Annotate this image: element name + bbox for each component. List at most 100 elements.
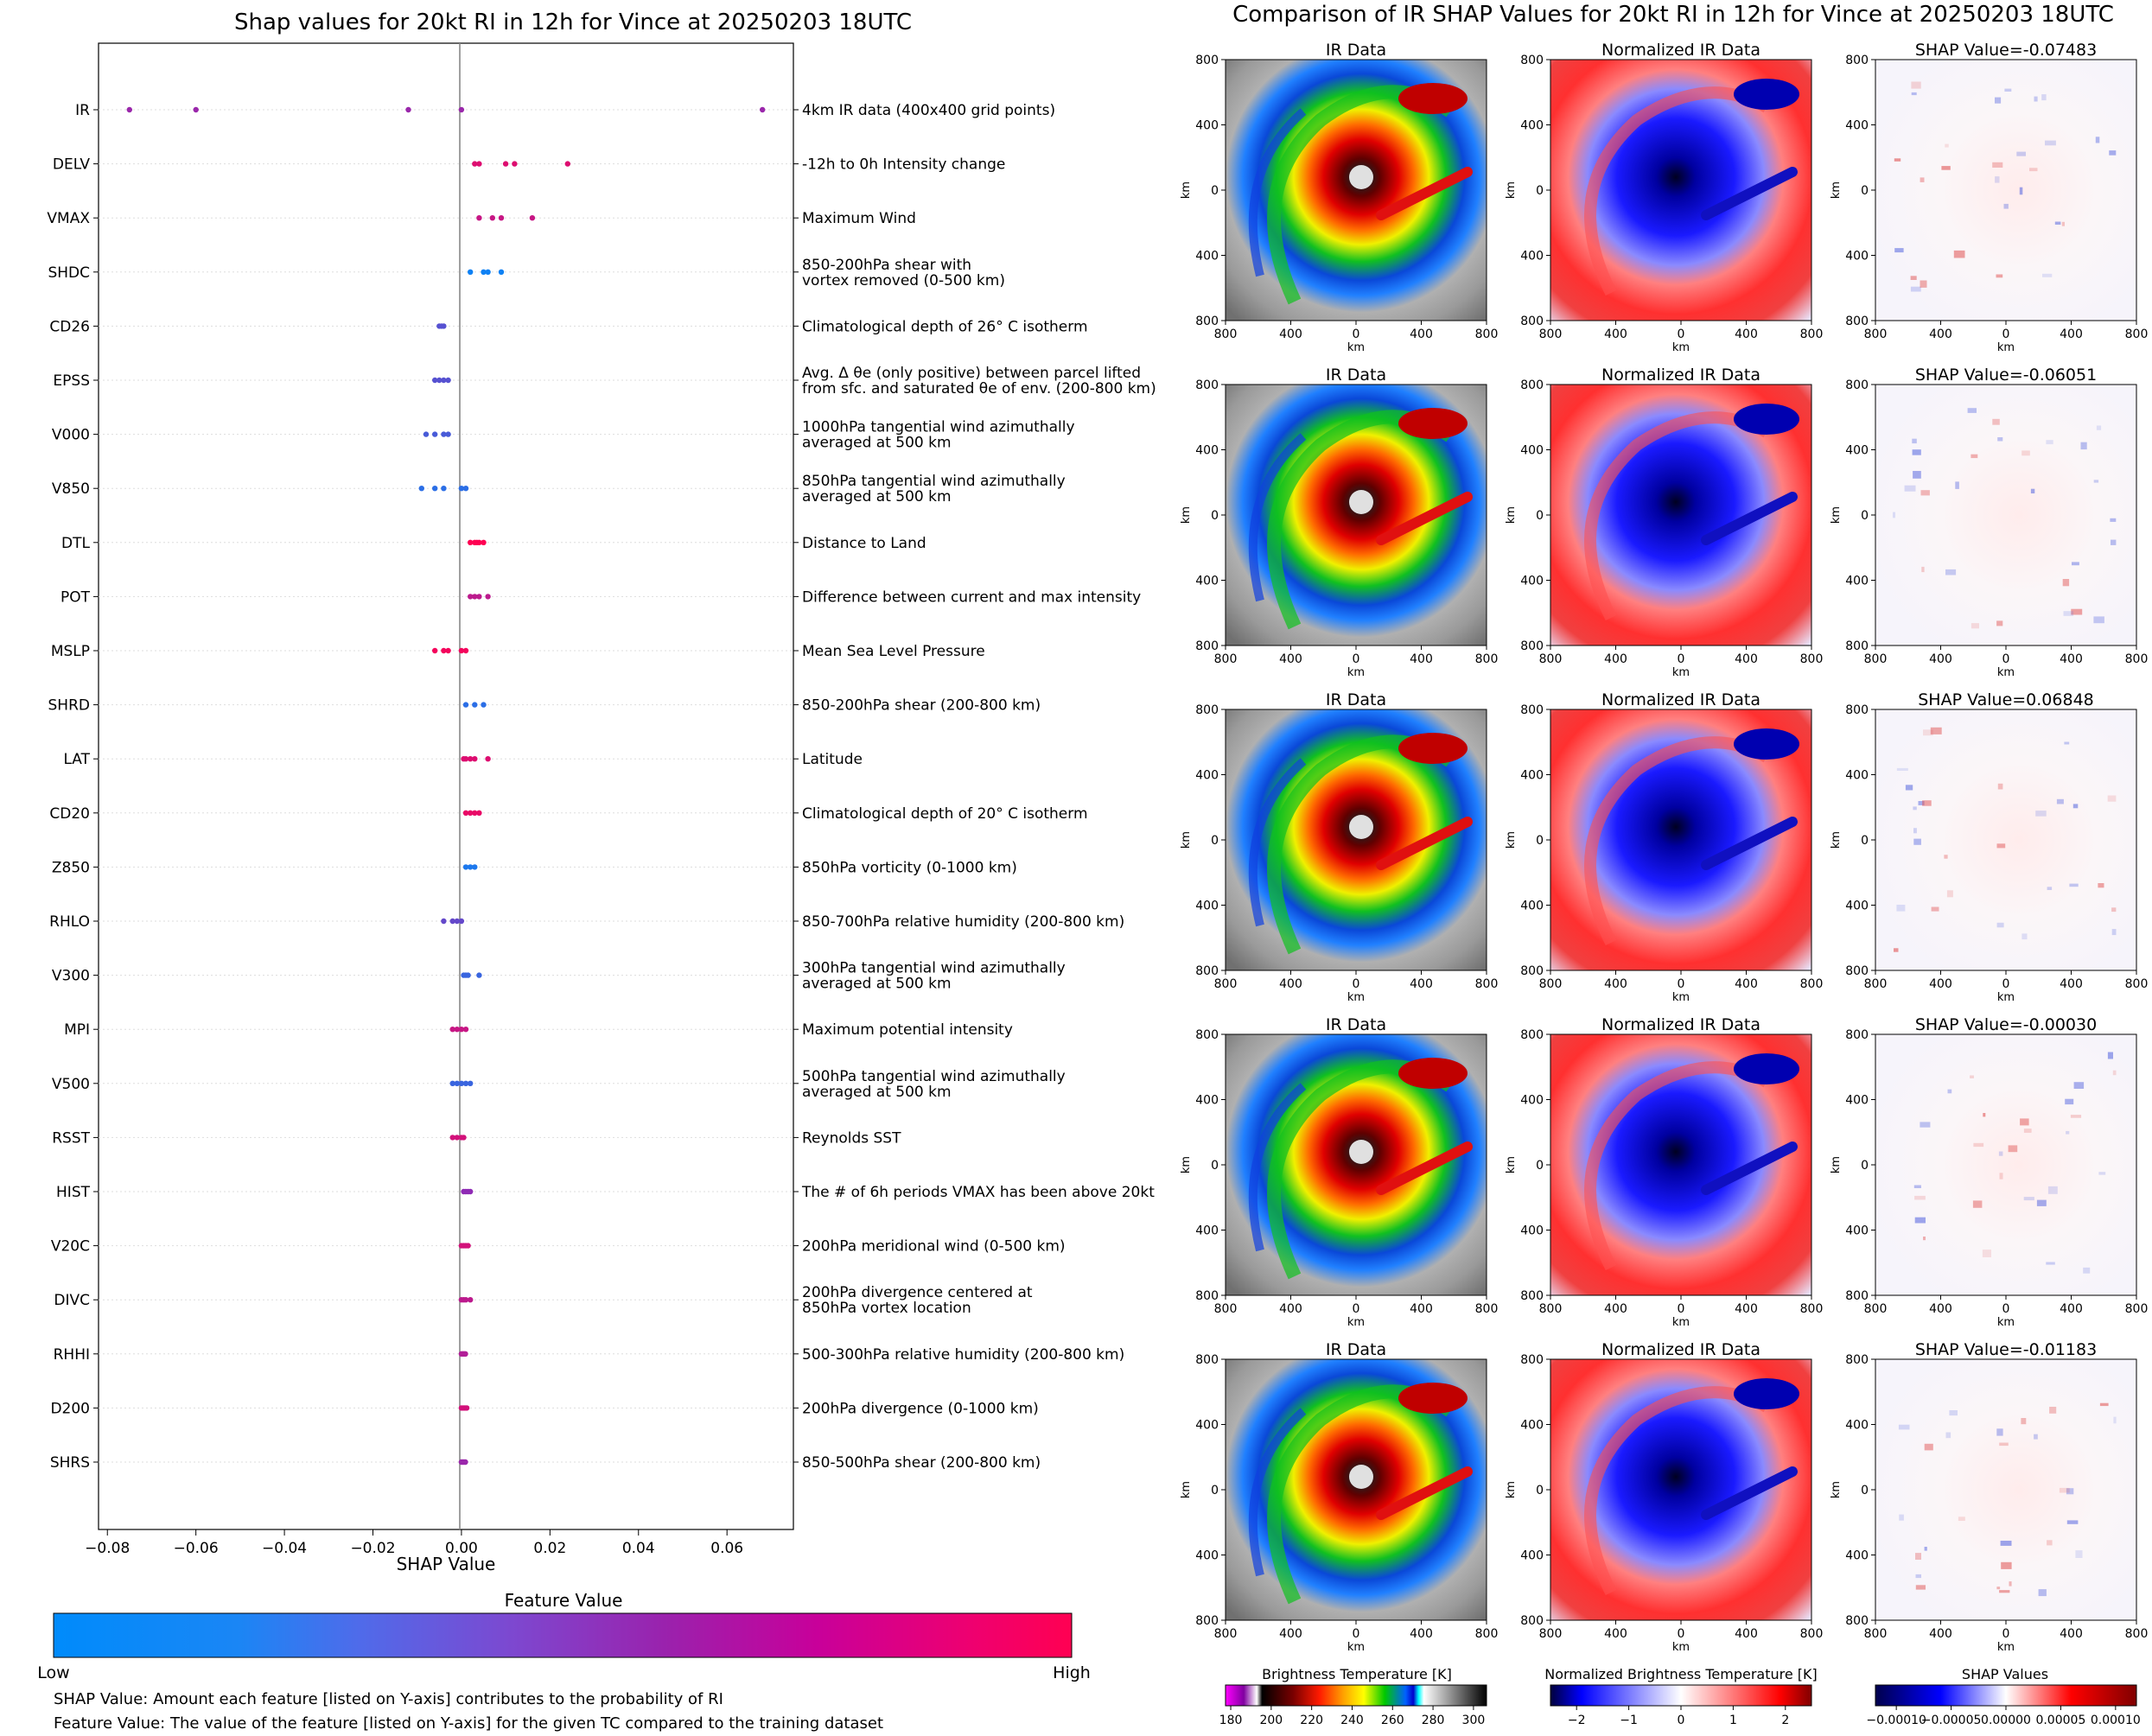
feature-description: 850hPa vorticity (0-1000 km): [802, 859, 1017, 876]
map-y-tick-label: 800: [1520, 315, 1544, 328]
shap-patch: [2093, 616, 2104, 624]
shap-patch: [1944, 855, 1948, 859]
norm-colorbar-title: Normalized Brightness Temperature [K]: [1544, 1666, 1818, 1682]
norm-rain-band: [1701, 1466, 1798, 1520]
shap-patch: [1913, 1185, 1921, 1188]
shap-patch: [1913, 838, 1921, 845]
shap-point: [489, 215, 495, 221]
feature-description: Maximum Wind: [802, 210, 916, 227]
shap-point: [449, 1135, 455, 1141]
shap-patch: [2047, 1540, 2053, 1546]
shap-point: [468, 1297, 474, 1303]
map-y-tick-label: 400: [1845, 769, 1869, 783]
map-y-tick-label: 0: [1861, 834, 1869, 848]
x-axis-label: SHAP Value: [397, 1554, 496, 1574]
shap-point: [461, 1135, 467, 1141]
feature-label: CD26: [49, 318, 90, 335]
shap-patch: [1983, 1113, 1986, 1117]
shap-patch: [2008, 1145, 2018, 1153]
shap-patch: [2073, 1082, 2085, 1089]
shap-point: [418, 486, 424, 492]
map-x-tick-label: 800: [2125, 1302, 2149, 1316]
plot-frame: [98, 42, 794, 1530]
norm-colorbar-gradient: [1550, 1684, 1812, 1707]
map-panel: SHAP Value=-0.00030800800400400004004008…: [1830, 1015, 2148, 1329]
bt-colorbar-title: Brightness Temperature [K]: [1262, 1666, 1452, 1682]
shap-patch: [2046, 440, 2053, 445]
shap-point: [462, 1080, 469, 1087]
shap-patch: [1931, 906, 1939, 912]
shap-point: [468, 864, 474, 870]
map-y-tick-label: 0: [1861, 1159, 1869, 1173]
shap-patch: [1898, 1424, 1910, 1430]
map-x-tick-label: 400: [1410, 1302, 1433, 1316]
left-title: Shap values for 20kt RI in 12h for Vince…: [234, 10, 912, 35]
shap-point: [441, 323, 447, 329]
map-x-tick-label: 800: [1539, 652, 1563, 666]
map-x-tick-label: 400: [1410, 1627, 1433, 1641]
shap-point: [468, 756, 474, 762]
feature-labels: IR DELV VMAX SHDC CD26 EPSS V000 V850 DTL POT MSLP…: [47, 102, 90, 1472]
map-x-label: km: [1672, 1316, 1690, 1329]
shap-patch: [2075, 1550, 2083, 1558]
map-x-tick-label: 400: [1604, 1302, 1627, 1316]
shap-point: [449, 918, 455, 925]
feature-description: 1000hPa tangential wind azimuthally: [802, 419, 1075, 436]
feature-description: 850-200hPa shear (200-800 km): [802, 697, 1041, 715]
row-grid-lines: [93, 109, 799, 1463]
map-x-tick-label: 800: [2125, 327, 2149, 341]
map-y-tick-label: 800: [1195, 639, 1219, 653]
shap-patch: [2020, 1118, 2029, 1126]
map-y-tick-label: 0: [1861, 509, 1869, 523]
map-y-tick-label: 800: [1520, 1614, 1544, 1628]
shap-patch: [1955, 481, 1959, 489]
shap-patch: [1992, 162, 2003, 168]
shap-patch: [2066, 1488, 2074, 1495]
shap-patch: [1894, 158, 1901, 162]
map-x-tick-label: 800: [1539, 977, 1563, 991]
shap-point: [481, 269, 487, 275]
shap-patch: [1920, 490, 1930, 496]
x-tick-label: 0.02: [533, 1540, 566, 1557]
map-x-tick-label: 400: [1604, 327, 1627, 341]
cloud-band: [1248, 1408, 1307, 1577]
map-x-label: km: [1672, 666, 1690, 679]
map-y-tick-label: 800: [1845, 378, 1869, 392]
shap-patch: [2083, 1267, 2091, 1274]
shap-patch: [1915, 1553, 1921, 1560]
map-y-label: km: [1830, 1481, 1843, 1498]
shap-patch: [2064, 741, 2070, 745]
map-x-label: km: [1997, 1316, 2015, 1329]
shap-patch: [2047, 887, 2053, 890]
shap-point: [462, 1351, 468, 1358]
convective-cell: [1398, 83, 1468, 114]
shap-patch: [1921, 566, 1925, 573]
map-y-tick-label: 400: [1195, 900, 1219, 913]
cloud-band: [1248, 758, 1307, 927]
map-x-tick-label: 800: [1800, 1627, 1824, 1641]
shap-patch: [1910, 276, 1917, 280]
map-title: Normalized IR Data: [1601, 690, 1760, 709]
map-x-tick-label: 800: [1800, 1302, 1824, 1316]
map-x-tick-label: 800: [1214, 1627, 1238, 1641]
map-y-tick-label: 800: [1195, 703, 1219, 717]
map-x-tick-label: 400: [1929, 1627, 1952, 1641]
map-x-tick-label: 800: [1539, 1302, 1563, 1316]
map-x-tick-label: 800: [1475, 327, 1499, 341]
shap-point: [441, 431, 447, 437]
map-x-tick-label: 400: [1929, 327, 1952, 341]
map-x-tick-label: 800: [1214, 1302, 1238, 1316]
shap-patch: [1915, 1585, 1926, 1590]
map-y-label: km: [1180, 1481, 1193, 1498]
map-y-tick-label: 0: [1536, 1159, 1544, 1173]
shap-point: [432, 647, 438, 654]
shap-patch: [2098, 1172, 2106, 1175]
shap-patch: [2045, 140, 2056, 146]
map-y-tick-label: 800: [1520, 964, 1544, 978]
map-x-tick-label: 800: [2125, 1627, 2149, 1641]
shap-patch: [1996, 274, 2003, 278]
storm-eye: [1349, 1465, 1373, 1489]
feature-descriptions: 4km IR data (400x400 grid points) -12h to…: [801, 102, 1156, 1472]
map-y-tick-label: 800: [1195, 1353, 1219, 1367]
shap-point: [472, 864, 478, 870]
